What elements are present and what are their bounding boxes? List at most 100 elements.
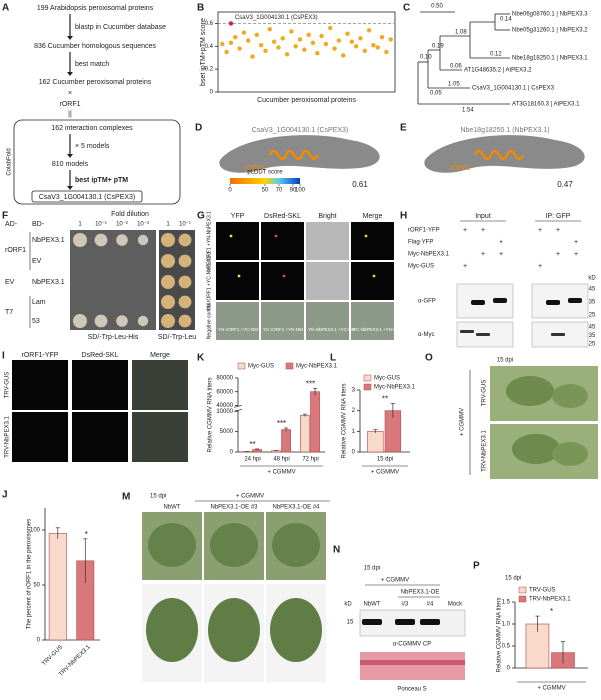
legend-swatch	[285, 362, 294, 370]
y-tick-label: 50	[33, 583, 40, 589]
lane-label: Mock	[448, 602, 463, 608]
branch-length: 0.14	[500, 17, 512, 23]
branch-length: 1.08	[455, 30, 467, 36]
header: AD-	[5, 221, 18, 228]
point	[224, 49, 229, 55]
point	[310, 40, 316, 46]
band	[471, 300, 485, 305]
y-tick-label: 0	[230, 450, 234, 456]
dilution: 10⁻¹	[179, 222, 191, 228]
column-label: Bright	[318, 213, 336, 220]
lane-sign: +	[538, 227, 542, 234]
point	[332, 46, 337, 51]
band	[395, 619, 415, 625]
dilution: 10⁻²	[116, 222, 128, 228]
y-tick-label: 2	[352, 408, 356, 414]
panel-label: B	[197, 3, 204, 14]
flow-step: 162 interaction complexes	[51, 125, 133, 132]
blot	[456, 283, 514, 319]
colony	[73, 233, 87, 247]
time-label: 15 dpi	[150, 494, 166, 500]
column-label: NbPEX3.1-OE #3	[210, 505, 258, 511]
panel-label: M	[122, 492, 130, 503]
point	[366, 28, 372, 33]
x-axis-label: + CGMMV	[537, 686, 565, 692]
panel-label: G	[197, 211, 205, 222]
band	[493, 298, 507, 303]
dilution: 10⁻¹	[95, 222, 107, 228]
marker-label: 25	[589, 342, 596, 348]
y-tick-label: 0.2	[205, 67, 214, 73]
point	[271, 39, 277, 44]
dilution: 1	[166, 222, 170, 228]
axis-break	[235, 406, 241, 411]
band	[362, 619, 382, 625]
panel-label: K	[197, 353, 205, 364]
point	[306, 32, 311, 38]
point	[315, 50, 320, 56]
y-tick-label: 1.0	[502, 622, 511, 628]
dilution: 1	[78, 222, 82, 228]
micrograph	[351, 302, 394, 340]
group-label: NbPEX3.1-OE	[401, 590, 440, 596]
unit-label: kD	[344, 602, 352, 608]
ligand-helix	[473, 149, 525, 161]
scale-label: 0.50	[431, 4, 443, 10]
panel-label: D	[195, 123, 202, 134]
break-mark	[233, 405, 243, 408]
micrograph	[351, 262, 394, 300]
treatment-label: + CGMMV	[236, 494, 264, 500]
time-label: 15 dpi	[364, 566, 380, 572]
lane-sign: +	[499, 239, 503, 246]
legend-label: Myc-NbPEX3.1	[374, 385, 416, 391]
colorbar-label: 50	[262, 188, 269, 194]
legend-swatch	[518, 595, 527, 603]
flow-arrow-label: best match	[75, 61, 109, 68]
micrograph	[12, 412, 68, 462]
signal	[282, 274, 286, 278]
point	[263, 48, 268, 54]
point	[267, 26, 273, 32]
lane-sign: +	[556, 251, 560, 258]
time-label: 15 dpi	[497, 358, 513, 364]
marker-label: 25	[589, 313, 596, 319]
bar	[48, 532, 67, 641]
significance: **	[249, 440, 255, 449]
band	[420, 619, 440, 625]
y-tick-label: 10000	[216, 409, 233, 415]
y-axis-label: bset ipTM+pTM score	[200, 18, 207, 86]
colony	[137, 234, 149, 246]
arrow-head	[67, 186, 73, 190]
marker-label: 15	[347, 620, 354, 626]
flow-symbol: ×	[68, 90, 72, 97]
arrow-head	[67, 36, 73, 40]
row-label: TRV-GUS	[482, 380, 488, 407]
panel-label: L	[330, 353, 336, 364]
panel-label: C	[403, 3, 410, 14]
legend-label: Myc-GUS	[248, 364, 274, 370]
tree-leaf: Nbe06g08760.1 | NbPEX3.3	[512, 12, 588, 18]
ligand-helix	[268, 149, 320, 161]
annotation: CsaV3_1G004130.1 (CsPEX3)	[235, 15, 318, 21]
point	[349, 39, 355, 44]
micrograph	[261, 302, 304, 340]
colony	[94, 233, 108, 247]
branch-length: 0.05	[430, 91, 442, 97]
significance: *	[550, 607, 553, 616]
panel-tag: YC-rORF1 +YN-NM	[263, 327, 303, 332]
micrograph	[306, 302, 349, 340]
panel-label: H	[400, 211, 407, 222]
micrograph	[261, 262, 304, 300]
ponceau-stain	[360, 652, 465, 680]
legend-swatch	[237, 362, 246, 370]
leaf	[512, 434, 560, 464]
micrograph	[306, 222, 349, 260]
row-label: NbPEX3.1	[32, 279, 65, 286]
panel-label: F	[2, 211, 8, 222]
leaf	[552, 442, 588, 466]
y-tick-label: 3	[352, 388, 356, 394]
colony	[161, 314, 175, 328]
band	[460, 330, 474, 333]
point	[362, 48, 367, 54]
row-label: TRV-GUS	[5, 372, 11, 399]
